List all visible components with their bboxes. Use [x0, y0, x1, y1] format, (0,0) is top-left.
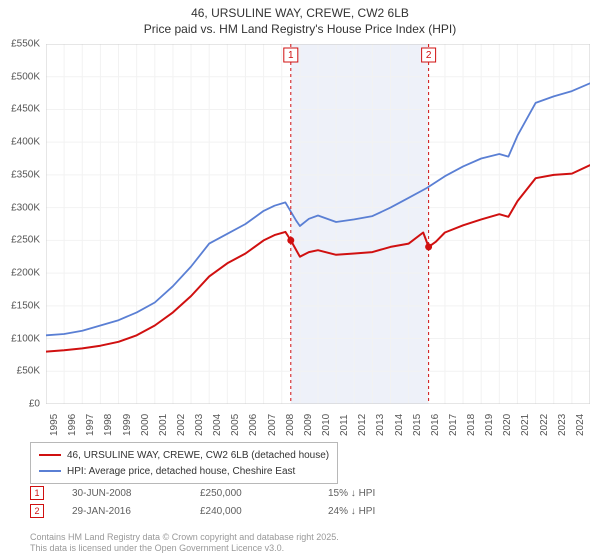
y-tick-label: £400K: [11, 137, 40, 148]
transaction-date: 30-JUN-2008: [72, 488, 172, 499]
line-chart: 12: [46, 44, 590, 404]
x-tick-label: 2005: [230, 414, 241, 436]
y-tick-label: £100K: [11, 333, 40, 344]
x-tick-label: 2022: [539, 414, 550, 436]
svg-text:2: 2: [426, 50, 432, 61]
y-tick-label: £500K: [11, 71, 40, 82]
x-tick-label: 1999: [122, 414, 133, 436]
x-tick-label: 2018: [466, 414, 477, 436]
x-tick-label: 2002: [176, 414, 187, 436]
legend-label: HPI: Average price, detached house, Ches…: [67, 466, 295, 477]
transaction-marker-2: 2: [30, 504, 44, 518]
svg-text:1: 1: [288, 50, 294, 61]
y-tick-label: £50K: [17, 366, 40, 377]
x-tick-label: 2001: [158, 414, 169, 436]
x-tick-label: 1996: [67, 414, 78, 436]
x-tick-label: 1998: [103, 414, 114, 436]
x-tick-label: 2014: [394, 414, 405, 436]
title-line-1: 46, URSULINE WAY, CREWE, CW2 6LB: [10, 6, 590, 22]
y-tick-label: £150K: [11, 300, 40, 311]
x-tick-label: 2023: [557, 414, 568, 436]
y-tick-label: £300K: [11, 202, 40, 213]
y-tick-label: £250K: [11, 235, 40, 246]
x-tick-label: 2017: [448, 414, 459, 436]
x-tick-label: 2016: [430, 414, 441, 436]
y-tick-label: £200K: [11, 268, 40, 279]
x-tick-label: 2012: [357, 414, 368, 436]
transaction-list: 1 30-JUN-2008 £250,000 15% ↓ HPI 2 29-JA…: [30, 484, 428, 520]
legend-item: HPI: Average price, detached house, Ches…: [39, 463, 329, 479]
x-tick-label: 1997: [85, 414, 96, 436]
transaction-delta: 24% ↓ HPI: [328, 506, 428, 517]
legend-swatch-1: [39, 470, 61, 472]
transaction-marker-1: 1: [30, 486, 44, 500]
y-tick-label: £350K: [11, 169, 40, 180]
transaction-delta: 15% ↓ HPI: [328, 488, 428, 499]
credits-line-2: This data is licensed under the Open Gov…: [30, 543, 339, 554]
x-tick-label: 2011: [339, 414, 350, 436]
y-tick-label: £0: [29, 399, 40, 410]
x-tick-label: 2024: [575, 414, 586, 436]
transaction-row: 1 30-JUN-2008 £250,000 15% ↓ HPI: [30, 484, 428, 502]
chart-title: 46, URSULINE WAY, CREWE, CW2 6LB Price p…: [0, 0, 600, 39]
x-tick-label: 2010: [321, 414, 332, 436]
transaction-row: 2 29-JAN-2016 £240,000 24% ↓ HPI: [30, 502, 428, 520]
x-tick-label: 2006: [248, 414, 259, 436]
credits-line-1: Contains HM Land Registry data © Crown c…: [30, 532, 339, 543]
x-tick-label: 2007: [267, 414, 278, 436]
x-tick-label: 1995: [49, 414, 60, 436]
transaction-price: £240,000: [200, 506, 300, 517]
y-axis-ticks: £0£50K£100K£150K£200K£250K£300K£350K£400…: [0, 44, 44, 404]
x-tick-label: 2013: [375, 414, 386, 436]
x-axis-ticks: 1995 1996 1997 1998 1999 2000 2001 2002 2003 2004…: [46, 406, 590, 446]
legend-label: 46, URSULINE WAY, CREWE, CW2 6LB (detach…: [67, 450, 329, 461]
title-line-2: Price paid vs. HM Land Registry's House …: [10, 22, 590, 38]
x-tick-label: 2019: [484, 414, 495, 436]
transaction-price: £250,000: [200, 488, 300, 499]
legend-item: 46, URSULINE WAY, CREWE, CW2 6LB (detach…: [39, 447, 329, 463]
transaction-date: 29-JAN-2016: [72, 506, 172, 517]
x-tick-label: 2004: [212, 414, 223, 436]
x-tick-label: 2008: [285, 414, 296, 436]
legend-swatch-0: [39, 454, 61, 456]
credits: Contains HM Land Registry data © Crown c…: [30, 532, 339, 555]
x-tick-label: 2003: [194, 414, 205, 436]
x-tick-label: 2020: [502, 414, 513, 436]
x-tick-label: 2021: [520, 414, 531, 436]
y-tick-label: £550K: [11, 39, 40, 50]
x-tick-label: 2015: [412, 414, 423, 436]
chart-legend: 46, URSULINE WAY, CREWE, CW2 6LB (detach…: [30, 442, 338, 484]
y-tick-label: £450K: [11, 104, 40, 115]
x-tick-label: 2009: [303, 414, 314, 436]
x-tick-label: 2000: [140, 414, 151, 436]
